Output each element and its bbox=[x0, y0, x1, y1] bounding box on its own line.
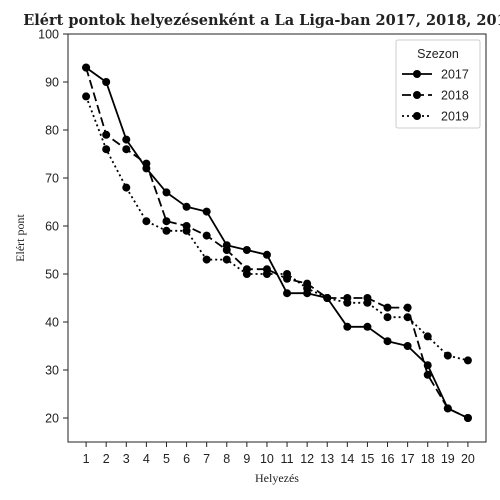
data-point bbox=[463, 356, 472, 365]
plot-frame bbox=[67, 33, 487, 443]
data-point bbox=[343, 322, 352, 331]
x-tick-label: 11 bbox=[281, 452, 294, 466]
data-point bbox=[82, 92, 91, 101]
legend-entry-2019: 2019 bbox=[402, 110, 469, 124]
data-point bbox=[202, 231, 211, 240]
data-point bbox=[383, 303, 392, 312]
legend-title: Szezon bbox=[417, 47, 459, 61]
data-point bbox=[262, 250, 271, 259]
data-point bbox=[443, 351, 452, 360]
data-point bbox=[122, 135, 131, 144]
x-tick-label: 10 bbox=[260, 452, 274, 466]
x-tick-label: 15 bbox=[360, 452, 374, 466]
x-tick-label: 18 bbox=[421, 452, 435, 466]
series-2019 bbox=[82, 92, 472, 365]
x-tick-label: 8 bbox=[223, 452, 230, 466]
data-point bbox=[122, 183, 131, 192]
data-point bbox=[162, 226, 171, 235]
data-point bbox=[262, 270, 271, 278]
data-point bbox=[363, 322, 372, 331]
x-axis-label: Helyezés bbox=[255, 471, 299, 485]
legend-box bbox=[395, 39, 481, 129]
data-point bbox=[162, 217, 171, 226]
y-tick-label: 60 bbox=[45, 220, 59, 234]
data-point bbox=[202, 255, 211, 264]
legend-label: 2017 bbox=[441, 68, 469, 82]
data-point bbox=[142, 159, 151, 168]
data-point bbox=[182, 226, 191, 235]
data-point bbox=[242, 270, 251, 278]
data-point bbox=[222, 255, 231, 264]
data-point bbox=[343, 298, 352, 307]
x-tick-label: 7 bbox=[203, 452, 210, 466]
x-tick-label: 5 bbox=[163, 452, 170, 466]
x-tick-label: 12 bbox=[300, 452, 314, 466]
y-tick-label: 20 bbox=[45, 412, 59, 426]
data-point bbox=[463, 414, 472, 422]
data-point bbox=[383, 337, 392, 346]
y-tick-label: 30 bbox=[45, 364, 59, 378]
x-tick-label: 4 bbox=[143, 452, 150, 466]
x-tick-label: 13 bbox=[320, 452, 334, 466]
data-point bbox=[102, 130, 111, 139]
legend: Szezon 2017 2018 2019 bbox=[395, 39, 481, 129]
data-point bbox=[363, 298, 372, 307]
legend-entry-2017: 2017 bbox=[402, 68, 469, 82]
y-tick-label: 50 bbox=[45, 268, 59, 282]
data-point bbox=[202, 207, 211, 216]
data-point bbox=[162, 188, 171, 197]
y-tick-label: 90 bbox=[45, 76, 59, 90]
x-tick-label: 1 bbox=[83, 452, 90, 466]
legend-entry-2018: 2018 bbox=[402, 89, 469, 103]
y-axis: 20 30 40 50 60 70 80 90 100 bbox=[38, 28, 68, 426]
series-layer bbox=[82, 63, 472, 422]
x-tick-label: 6 bbox=[183, 452, 190, 466]
y-tick-label: 100 bbox=[38, 28, 59, 42]
data-point bbox=[283, 270, 292, 278]
data-point bbox=[423, 370, 432, 379]
x-tick-label: 9 bbox=[243, 452, 250, 466]
data-point bbox=[403, 313, 412, 322]
legend-marker bbox=[413, 91, 421, 99]
x-tick-label: 19 bbox=[441, 452, 455, 466]
x-axis: 1 2 3 4 5 6 7 8 9 10 11 12 13 14 15 16 17 18 19 20 bbox=[83, 442, 475, 466]
data-point bbox=[383, 313, 392, 322]
legend-marker bbox=[413, 70, 421, 78]
data-point bbox=[82, 63, 91, 72]
x-tick-label: 3 bbox=[123, 452, 130, 466]
data-point bbox=[142, 217, 151, 226]
x-tick-label: 17 bbox=[401, 452, 415, 466]
legend-label: 2018 bbox=[441, 89, 469, 103]
data-point bbox=[303, 284, 312, 293]
y-axis-label: Elért pont bbox=[13, 214, 27, 262]
data-point bbox=[443, 404, 452, 413]
data-point bbox=[283, 289, 292, 298]
y-tick-label: 40 bbox=[45, 316, 59, 330]
data-point bbox=[323, 294, 332, 302]
data-point bbox=[222, 246, 231, 254]
y-tick-label: 80 bbox=[45, 124, 59, 138]
y-tick-label: 70 bbox=[45, 172, 59, 186]
x-tick-label: 16 bbox=[381, 452, 395, 466]
data-point bbox=[182, 202, 191, 211]
data-point bbox=[102, 78, 111, 86]
x-tick-label: 14 bbox=[340, 452, 354, 466]
data-point bbox=[403, 342, 412, 350]
data-point bbox=[403, 303, 412, 312]
x-tick-label: 2 bbox=[103, 452, 110, 466]
chart-title: Elért pontok helyezésenként a La Liga-ba… bbox=[23, 12, 500, 29]
data-point bbox=[423, 332, 432, 341]
x-tick-label: 20 bbox=[461, 452, 475, 466]
legend-label: 2019 bbox=[441, 110, 469, 124]
data-point bbox=[242, 246, 251, 254]
legend-marker bbox=[413, 112, 421, 120]
data-point bbox=[102, 145, 111, 154]
data-point bbox=[122, 145, 131, 154]
